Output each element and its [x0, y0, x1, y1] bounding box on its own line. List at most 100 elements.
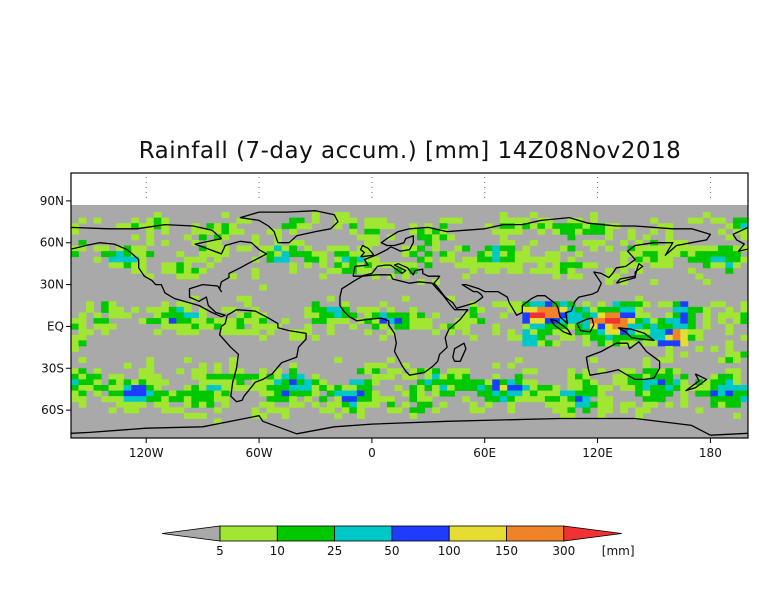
rain-cell-953	[567, 368, 576, 375]
rain-cell-886	[544, 217, 553, 224]
rain-cell-562	[364, 401, 373, 408]
rain-cell-374	[274, 234, 283, 241]
rain-cell-802	[507, 251, 516, 258]
rain-cell-1139	[642, 385, 651, 391]
rain-cell-503	[341, 306, 350, 313]
rain-cell-1134	[642, 357, 651, 364]
rain-cell-984	[582, 306, 591, 313]
rain-cell-405	[289, 262, 298, 269]
rain-cell-220	[191, 318, 200, 325]
rain-cell-1297	[717, 318, 726, 325]
rain-cell-669	[424, 368, 433, 375]
rain-cell-32	[86, 301, 94, 308]
rain-cell-999	[590, 212, 598, 219]
rain-cell-191	[176, 368, 185, 375]
rain-cell-27	[78, 379, 87, 386]
rain-cell-1267	[702, 262, 711, 269]
y-tick-label: EQ	[47, 319, 64, 333]
rain-cell-850	[522, 396, 531, 403]
rain-cell-541	[356, 412, 365, 419]
rain-cell-983	[582, 301, 591, 308]
rain-cell-580	[371, 396, 380, 403]
rain-cell-976	[574, 390, 583, 397]
rain-cell-683	[432, 373, 440, 380]
rain-cell-694	[439, 323, 448, 330]
rain-cell-294	[221, 390, 230, 397]
rain-cell-346	[259, 245, 267, 252]
rain-cell-1018	[597, 228, 606, 235]
colorbar-level-label: 50	[384, 544, 399, 558]
rain-cell-1012	[590, 357, 598, 364]
rain-cell-1026	[597, 334, 606, 341]
rain-cell-673	[424, 396, 433, 403]
rain-cell-88	[123, 262, 132, 269]
rain-cell-667	[424, 318, 433, 325]
rain-cell-814	[507, 396, 516, 403]
rain-cell-633	[409, 267, 418, 274]
rain-cell-273	[213, 368, 222, 375]
rain-cell-1207	[672, 245, 681, 252]
rain-cell-153	[153, 390, 162, 397]
rain-cell-1306	[725, 234, 734, 241]
rain-cell-966	[574, 262, 583, 269]
rain-cell-135	[146, 357, 155, 364]
rain-cell-92	[123, 385, 132, 391]
rain-cell-24	[78, 357, 87, 364]
rain-cell-537	[356, 390, 365, 397]
rain-cell-1152	[650, 318, 659, 325]
rain-cell-741	[469, 334, 478, 341]
coast-sumatra	[549, 318, 572, 336]
rain-cell-773	[492, 323, 501, 330]
rain-cell-1110	[635, 301, 644, 308]
rain-cell-729	[462, 368, 471, 375]
rain-cell-1144	[650, 217, 659, 224]
rain-cell-1296	[717, 312, 726, 319]
rain-cell-1332	[732, 256, 741, 263]
rain-cell-1006	[590, 306, 598, 313]
rain-cell-1348	[740, 228, 748, 235]
rain-cell-1324	[725, 390, 734, 397]
rain-cell-553	[364, 312, 373, 319]
rain-cell-1030	[597, 390, 606, 397]
rain-cell-1024	[597, 323, 606, 330]
rain-cell-513	[349, 228, 358, 235]
rain-cell-1143	[642, 407, 651, 414]
rain-cell-1209	[672, 301, 681, 308]
colorbar-high-arrow	[563, 525, 622, 542]
rain-cell-1189	[665, 262, 674, 269]
rain-cell-1123	[642, 234, 651, 241]
rain-cell-435	[304, 323, 313, 330]
rain-cell-942	[567, 245, 576, 252]
rain-field	[71, 212, 748, 425]
rain-cell-242	[198, 373, 207, 380]
rain-cell-756	[484, 245, 493, 252]
rain-cell-600	[386, 329, 395, 336]
rain-cell-1142	[642, 401, 651, 408]
rain-cell-1077	[620, 334, 629, 341]
rain-cell-1346	[740, 217, 748, 224]
rain-cell-152	[153, 385, 162, 391]
rain-cell-806	[507, 301, 516, 308]
rain-cell-128	[146, 228, 155, 235]
rain-cell-793	[499, 379, 508, 386]
rain-cell-203	[183, 318, 192, 325]
rain-cell-209	[183, 396, 192, 403]
rain-cell-402	[289, 239, 298, 246]
rain-cell-737	[469, 301, 478, 308]
rain-cell-945	[567, 267, 576, 274]
rain-cell-239	[198, 323, 207, 330]
rain-cell-303	[228, 329, 237, 336]
rain-cell-412	[289, 379, 298, 386]
rain-cell-1223	[680, 301, 689, 308]
rain-cell-486	[334, 306, 343, 313]
rain-cell-129	[146, 234, 155, 241]
rain-cell-214	[191, 239, 200, 246]
rain-cell-531	[356, 267, 365, 274]
rain-cell-574	[371, 323, 380, 330]
rain-cell-1160	[650, 385, 659, 391]
rain-cell-213	[191, 228, 200, 235]
rain-cell-1188	[665, 256, 674, 263]
rain-cell-1103	[635, 239, 644, 246]
rain-cell-4	[71, 318, 79, 325]
rain-cell-386	[274, 407, 283, 414]
